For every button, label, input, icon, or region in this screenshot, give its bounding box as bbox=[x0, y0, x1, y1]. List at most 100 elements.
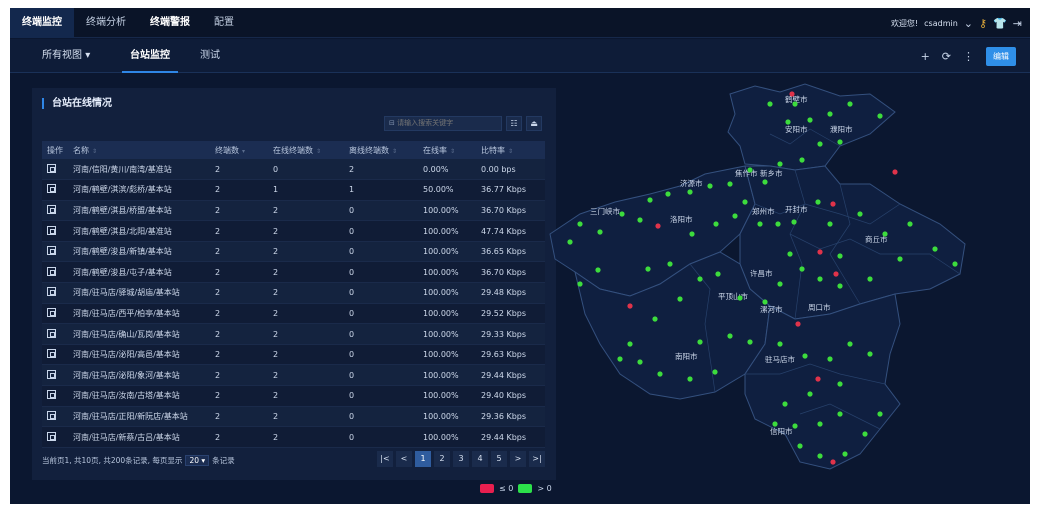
online-station-dot[interactable] bbox=[713, 221, 719, 227]
view-detail-icon[interactable] bbox=[47, 184, 56, 194]
page-button-5[interactable]: 5 bbox=[491, 451, 507, 467]
online-station-dot[interactable] bbox=[747, 167, 753, 173]
online-station-dot[interactable] bbox=[817, 421, 823, 427]
page-button-1[interactable]: 1 bbox=[415, 451, 431, 467]
online-station-dot[interactable] bbox=[827, 111, 833, 117]
online-station-dot[interactable] bbox=[762, 299, 768, 305]
online-station-dot[interactable] bbox=[897, 256, 903, 262]
online-station-dot[interactable] bbox=[772, 421, 778, 427]
online-station-dot[interactable] bbox=[697, 339, 703, 345]
online-station-dot[interactable] bbox=[837, 283, 843, 289]
first-page-icon[interactable]: |< bbox=[377, 451, 393, 467]
online-station-dot[interactable] bbox=[645, 266, 651, 272]
online-station-dot[interactable] bbox=[817, 141, 823, 147]
online-station-dot[interactable] bbox=[627, 341, 633, 347]
online-station-dot[interactable] bbox=[787, 251, 793, 257]
username[interactable]: csadmin bbox=[924, 18, 958, 28]
table-row[interactable]: 河南/驻马店/驿城/胡庙/基本站 2 2 0 100.00% 29.48 Kbps bbox=[42, 282, 545, 304]
col-header-name[interactable]: 名称 ⇕ bbox=[68, 141, 210, 159]
view-detail-icon[interactable] bbox=[47, 204, 56, 214]
all-views-dropdown[interactable]: 所有视图 ▾ bbox=[42, 39, 90, 73]
online-station-dot[interactable] bbox=[837, 253, 843, 259]
table-row[interactable]: 河南/鹤壁/浚县/新镇/基本站 2 2 0 100.00% 36.65 Kbps bbox=[42, 241, 545, 263]
online-station-dot[interactable] bbox=[792, 423, 798, 429]
view-detail-icon[interactable] bbox=[47, 246, 56, 256]
chevron-down-icon[interactable]: ⌄ bbox=[963, 16, 974, 30]
online-station-dot[interactable] bbox=[762, 179, 768, 185]
view-detail-icon[interactable] bbox=[47, 431, 56, 441]
table-row[interactable]: 河南/驻马店/西平/柏亭/基本站 2 2 0 100.00% 29.52 Kbps bbox=[42, 303, 545, 325]
offline-station-dot[interactable] bbox=[892, 169, 898, 175]
prev-page-icon[interactable]: < bbox=[396, 451, 412, 467]
online-station-dot[interactable] bbox=[767, 101, 773, 107]
offline-station-dot[interactable] bbox=[795, 321, 801, 327]
legend-offline-swatch[interactable] bbox=[480, 484, 494, 493]
table-row[interactable]: 河南/驻马店/汝南/古塔/基本站 2 2 0 100.00% 29.40 Kbps bbox=[42, 385, 545, 407]
col-header-terminal-count[interactable]: 终端数 ▾ bbox=[210, 141, 268, 159]
online-station-dot[interactable] bbox=[657, 371, 663, 377]
key-icon[interactable]: ⚷ bbox=[979, 16, 988, 30]
view-detail-icon[interactable] bbox=[47, 410, 56, 420]
logout-icon[interactable]: ⇥ bbox=[1012, 16, 1022, 30]
online-station-dot[interactable] bbox=[837, 139, 843, 145]
online-station-dot[interactable] bbox=[577, 281, 583, 287]
online-station-dot[interactable] bbox=[837, 381, 843, 387]
online-station-dot[interactable] bbox=[807, 117, 813, 123]
online-station-dot[interactable] bbox=[637, 217, 643, 223]
online-station-dot[interactable] bbox=[647, 197, 653, 203]
online-station-dot[interactable] bbox=[785, 119, 791, 125]
online-station-dot[interactable] bbox=[842, 451, 848, 457]
view-detail-icon[interactable] bbox=[47, 349, 56, 359]
region-north[interactable] bbox=[727, 83, 896, 171]
col-header-online-count[interactable]: 在线终端数 ⇕ bbox=[268, 141, 344, 159]
tab-station-monitor[interactable]: 台站监控 bbox=[122, 39, 178, 73]
page-button-3[interactable]: 3 bbox=[453, 451, 469, 467]
shirt-icon[interactable]: 👕 bbox=[993, 16, 1007, 30]
offline-station-dot[interactable] bbox=[815, 376, 821, 382]
col-header-online-rate[interactable]: 在线率 ⇕ bbox=[418, 141, 476, 159]
online-station-dot[interactable] bbox=[732, 213, 738, 219]
view-detail-icon[interactable] bbox=[47, 307, 56, 317]
online-station-dot[interactable] bbox=[907, 221, 913, 227]
last-page-icon[interactable]: >| bbox=[529, 451, 545, 467]
offline-station-dot[interactable] bbox=[830, 201, 836, 207]
view-detail-icon[interactable] bbox=[47, 369, 56, 379]
online-station-dot[interactable] bbox=[742, 199, 748, 205]
online-station-dot[interactable] bbox=[715, 271, 721, 277]
page-button-2[interactable]: 2 bbox=[434, 451, 450, 467]
table-row[interactable]: 河南/驻马店/泌阳/高邑/基本站 2 2 0 100.00% 29.63 Kbps bbox=[42, 344, 545, 366]
online-station-dot[interactable] bbox=[777, 281, 783, 287]
tab-test[interactable]: 测试 bbox=[200, 50, 220, 61]
online-station-dot[interactable] bbox=[595, 267, 601, 273]
online-station-dot[interactable] bbox=[882, 231, 888, 237]
online-station-dot[interactable] bbox=[815, 199, 821, 205]
view-detail-icon[interactable] bbox=[47, 163, 56, 173]
online-station-dot[interactable] bbox=[577, 221, 583, 227]
table-row[interactable]: 河南/鹤壁/浚县/屯子/基本站 2 2 0 100.00% 36.70 Kbps bbox=[42, 261, 545, 284]
online-station-dot[interactable] bbox=[777, 341, 783, 347]
table-row[interactable]: 河南/驻马店/确山/瓦岗/基本站 2 2 0 100.00% 29.33 Kbps bbox=[42, 323, 545, 345]
online-station-dot[interactable] bbox=[877, 411, 883, 417]
online-station-dot[interactable] bbox=[782, 401, 788, 407]
col-header-bitrate[interactable]: 比特率 ⇕ bbox=[476, 141, 545, 159]
menu-item-config[interactable]: 配置 bbox=[214, 17, 234, 28]
online-station-dot[interactable] bbox=[775, 221, 781, 227]
legend-online-swatch[interactable] bbox=[518, 484, 533, 493]
online-station-dot[interactable] bbox=[827, 356, 833, 362]
online-station-dot[interactable] bbox=[867, 351, 873, 357]
online-station-dot[interactable] bbox=[707, 183, 713, 189]
online-station-dot[interactable] bbox=[757, 221, 763, 227]
online-station-dot[interactable] bbox=[792, 101, 798, 107]
page-size-select[interactable]: 20 ▾ bbox=[185, 455, 210, 466]
view-detail-icon[interactable] bbox=[47, 225, 56, 235]
columns-icon[interactable]: ☷ bbox=[506, 116, 522, 131]
online-station-dot[interactable] bbox=[567, 239, 573, 245]
online-station-dot[interactable] bbox=[652, 316, 658, 322]
offline-station-dot[interactable] bbox=[830, 459, 836, 465]
next-page-icon[interactable]: > bbox=[510, 451, 526, 467]
view-detail-icon[interactable] bbox=[47, 390, 56, 400]
online-station-dot[interactable] bbox=[877, 113, 883, 119]
online-station-dot[interactable] bbox=[827, 221, 833, 227]
offline-station-dot[interactable] bbox=[833, 271, 839, 277]
